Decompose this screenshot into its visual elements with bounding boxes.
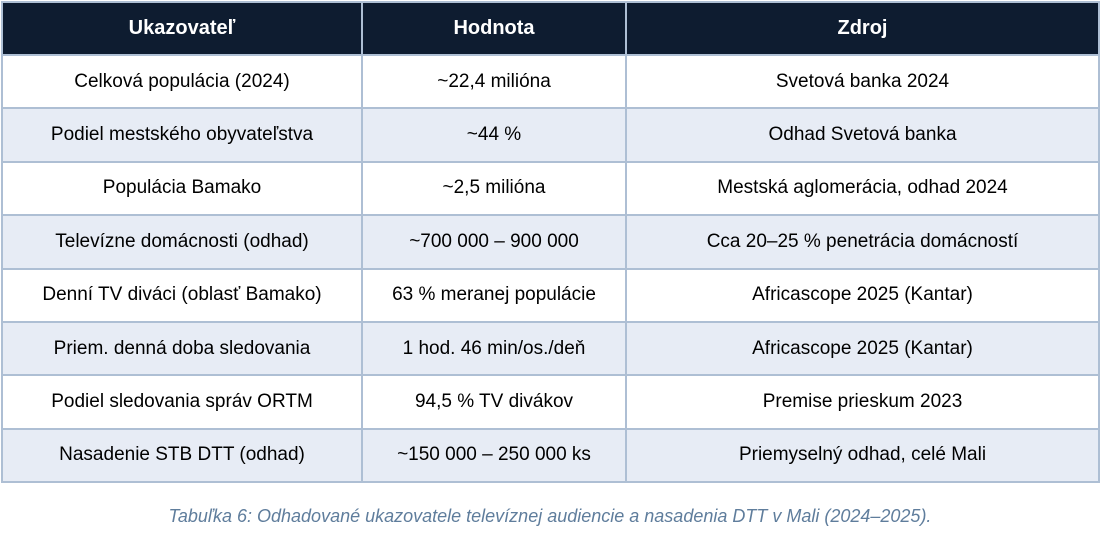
- cell-source: Africascope 2025 (Kantar): [625, 320, 1100, 377]
- table-row: Celková populácia (2024) ~22,4 milióna S…: [1, 53, 1100, 110]
- cell-indicator: Podiel mestského obyvateľstva: [1, 107, 363, 163]
- cell-value: ~2,5 milióna: [361, 160, 627, 217]
- indicators-table: Ukazovateľ Hodnota Zdroj Celková populác…: [1, 1, 1100, 484]
- cell-indicator: Denní TV diváci (oblasť Bamako): [1, 267, 363, 323]
- cell-source: Cca 20–25 % penetrácia domácností: [625, 214, 1100, 270]
- cell-source: Premise prieskum 2023: [625, 374, 1100, 430]
- cell-value: ~44 %: [361, 107, 627, 163]
- header-cell-indicator: Ukazovateľ: [1, 1, 363, 56]
- cell-value: 1 hod. 46 min/os./deň: [361, 320, 627, 377]
- cell-source: Odhad Svetová banka: [625, 107, 1100, 163]
- table-row: Denní TV diváci (oblasť Bamako) 63 % mer…: [1, 267, 1100, 323]
- cell-source: Priemyselný odhad, celé Mali: [625, 427, 1100, 484]
- cell-source: Mestská aglomerácia, odhad 2024: [625, 160, 1100, 217]
- table-row: Populácia Bamako ~2,5 milióna Mestská ag…: [1, 160, 1100, 217]
- cell-source: Africascope 2025 (Kantar): [625, 267, 1100, 323]
- cell-value: ~22,4 milióna: [361, 53, 627, 110]
- header-cell-source: Zdroj: [625, 1, 1100, 56]
- header-cell-value: Hodnota: [361, 1, 627, 56]
- table-row: Priem. denná doba sledovania 1 hod. 46 m…: [1, 320, 1100, 377]
- table-row: Podiel sledovania správ ORTM 94,5 % TV d…: [1, 374, 1100, 430]
- table-caption: Tabuľka 6: Odhadované ukazovatele televí…: [168, 506, 932, 526]
- cell-value: 94,5 % TV divákov: [361, 374, 627, 430]
- cell-indicator: Nasadenie STB DTT (odhad): [1, 427, 363, 484]
- header-row: Ukazovateľ Hodnota Zdroj: [1, 1, 1100, 56]
- cell-indicator: Televízne domácnosti (odhad): [1, 214, 363, 270]
- cell-source: Svetová banka 2024: [625, 53, 1100, 110]
- cell-indicator: Podiel sledovania správ ORTM: [1, 374, 363, 430]
- cell-indicator: Priem. denná doba sledovania: [1, 320, 363, 377]
- cell-value: ~700 000 – 900 000: [361, 214, 627, 270]
- cell-indicator: Celková populácia (2024): [1, 53, 363, 110]
- table-row: Nasadenie STB DTT (odhad) ~150 000 – 250…: [1, 427, 1100, 484]
- cell-value: 63 % meranej populácie: [361, 267, 627, 323]
- cell-indicator: Populácia Bamako: [1, 160, 363, 217]
- table-row: Televízne domácnosti (odhad) ~700 000 – …: [1, 214, 1100, 270]
- cell-value: ~150 000 – 250 000 ks: [361, 427, 627, 484]
- table-row: Podiel mestského obyvateľstva ~44 % Odha…: [1, 107, 1100, 163]
